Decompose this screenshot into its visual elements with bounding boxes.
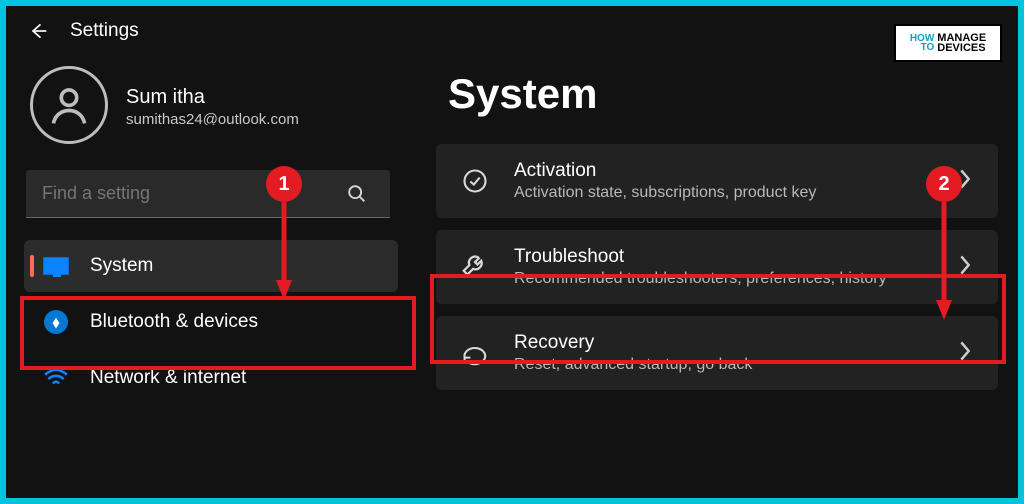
- left-panel: Sum itha sumithas24@outlook.com System: [6, 48, 416, 408]
- nav-list: System ⬧ Bluetooth & devices Network & i…: [24, 240, 408, 404]
- recovery-icon: [458, 340, 492, 366]
- account-email: sumithas24@outlook.com: [126, 111, 299, 125]
- sidebar-item-label: System: [90, 255, 153, 277]
- app-title: Settings: [70, 20, 139, 42]
- check-circle-icon: [458, 167, 492, 195]
- sidebar-item-system[interactable]: System: [24, 240, 398, 292]
- header: Settings: [6, 6, 1018, 48]
- chevron-right-icon: [958, 254, 976, 281]
- chevron-right-icon: [958, 168, 976, 195]
- sidebar-item-network[interactable]: Network & internet: [24, 352, 398, 404]
- chevron-right-icon: [958, 340, 976, 367]
- row-title: Activation: [514, 160, 936, 182]
- sidebar-item-label: Bluetooth & devices: [90, 311, 258, 333]
- sidebar-item-label: Network & internet: [90, 367, 246, 389]
- sidebar-item-bluetooth[interactable]: ⬧ Bluetooth & devices: [24, 296, 398, 348]
- monitor-icon: [42, 254, 70, 278]
- account-name: Sum itha: [126, 86, 299, 109]
- page-title: System: [448, 70, 998, 118]
- avatar: [30, 66, 108, 144]
- wrench-icon: [458, 252, 492, 282]
- row-subtitle: Activation state, subscriptions, product…: [514, 184, 936, 202]
- row-subtitle: Reset, advanced startup, go back: [514, 356, 936, 374]
- settings-row-activation[interactable]: Activation Activation state, subscriptio…: [436, 144, 998, 218]
- back-icon[interactable]: [28, 21, 48, 41]
- wifi-icon: [42, 366, 70, 390]
- bluetooth-icon: ⬧: [42, 310, 70, 334]
- settings-window: Settings HOW TO MANAGE DEVICES Sum it: [6, 6, 1018, 498]
- main-panel: System Activation Activation state, subs…: [416, 48, 1018, 408]
- search-input[interactable]: [26, 170, 390, 218]
- row-subtitle: Recommended troubleshooters, preferences…: [514, 270, 936, 288]
- row-title: Recovery: [514, 332, 936, 354]
- account-block[interactable]: Sum itha sumithas24@outlook.com: [30, 66, 408, 144]
- settings-row-recovery[interactable]: Recovery Reset, advanced startup, go bac…: [436, 316, 998, 390]
- row-title: Troubleshoot: [514, 246, 936, 268]
- settings-row-troubleshoot[interactable]: Troubleshoot Recommended troubleshooters…: [436, 230, 998, 304]
- search-icon[interactable]: [346, 183, 368, 210]
